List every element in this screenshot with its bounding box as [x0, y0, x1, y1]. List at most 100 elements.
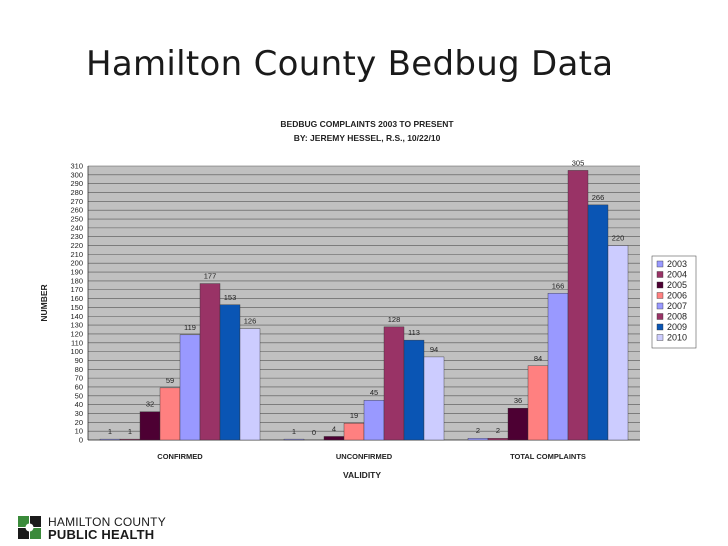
data-label: 126 — [244, 317, 257, 326]
legend-label-2004: 2004 — [667, 270, 687, 280]
y-tick-label: 110 — [71, 338, 83, 347]
bars: 1 1 32 59 119 177 153 126 1 0 4 19 45 128 113 94 2 2 36 84 1… — [99, 158, 629, 441]
y-tick-label: 100 — [70, 347, 83, 356]
bar-2003-2 — [467, 438, 489, 441]
bar-2004-2 — [487, 438, 509, 441]
y-axis-title: NUMBER — [39, 284, 49, 321]
y-tick-label: 60 — [75, 382, 83, 391]
y-tick-label: 310 — [70, 162, 83, 171]
logo-mark-icon — [18, 516, 41, 539]
data-label: 19 — [350, 411, 358, 420]
bar-2010-0 — [239, 328, 261, 441]
data-label: 32 — [146, 400, 154, 409]
y-tick-label: 130 — [70, 321, 83, 330]
bar-2005-0 — [139, 411, 161, 441]
chart-subtitle: BY: JEREMY HESSEL, R.S., 10/22/10 — [294, 133, 441, 143]
legend-swatch-2006 — [656, 292, 664, 299]
x-category-labels: CONFIRMED UNCONFIRMED TOTAL COMPLAINTS — [157, 452, 586, 461]
legend-swatch-2010 — [656, 334, 664, 341]
y-tick-label: 220 — [70, 241, 83, 250]
legend-label-2005: 2005 — [667, 280, 687, 290]
bar-2005-2 — [507, 407, 529, 441]
bar-2003-0 — [99, 438, 121, 441]
y-tick-label: 40 — [75, 400, 83, 409]
legend-swatch-2009 — [656, 323, 664, 331]
y-tick-label: 230 — [70, 232, 83, 241]
legend-swatch-2003 — [656, 260, 664, 268]
data-label: 266 — [592, 193, 605, 202]
logo-text-line1: HAMILTON COUNTY — [48, 515, 166, 529]
y-tick-label: 140 — [70, 312, 83, 321]
bar-2006-1 — [343, 423, 365, 441]
y-tick-label: 150 — [70, 303, 83, 312]
bar-2009-2 — [587, 204, 609, 441]
legend-label-2008: 2008 — [667, 312, 687, 322]
legend-swatch-2005 — [656, 281, 664, 289]
bar-2007-0 — [179, 334, 201, 441]
y-tick-label: 200 — [70, 259, 83, 268]
data-label: 128 — [388, 315, 401, 324]
bar-2008-0 — [199, 283, 221, 441]
bar-2010-2 — [607, 245, 629, 441]
y-tick-label: 190 — [70, 268, 83, 277]
data-label: 1 — [128, 427, 132, 436]
y-tick-label: 180 — [70, 276, 83, 285]
y-tick-label: 260 — [70, 206, 83, 215]
bar-2008-1 — [383, 326, 405, 441]
data-label: 59 — [166, 376, 174, 385]
y-tick-label: 70 — [75, 374, 83, 383]
hamilton-county-logo: HAMILTON COUNTY PUBLIC HEALTH — [18, 514, 178, 542]
y-tick-label: 90 — [75, 356, 83, 365]
data-label: 0 — [312, 428, 316, 437]
x-category-label: UNCONFIRMED — [336, 452, 393, 461]
data-label: 4 — [332, 424, 336, 433]
bar-2005-1 — [323, 436, 345, 441]
legend-label-2009: 2009 — [667, 322, 687, 332]
y-tick-label: 20 — [75, 418, 83, 427]
x-category-label: CONFIRMED — [157, 452, 203, 461]
bar-2007-1 — [363, 400, 385, 441]
x-axis-title: VALIDITY — [343, 470, 381, 480]
bar-2010-1 — [423, 356, 445, 441]
y-tick-label: 120 — [70, 329, 83, 338]
y-tick-label: 160 — [70, 294, 83, 303]
data-label: 84 — [534, 354, 542, 363]
bar-2003-1 — [283, 438, 305, 441]
data-label: 177 — [204, 272, 217, 281]
legend-label-2006: 2006 — [667, 291, 687, 301]
data-label: 220 — [612, 234, 625, 243]
bar-2006-0 — [159, 387, 181, 441]
data-label: 113 — [408, 328, 420, 337]
y-tick-label: 290 — [70, 179, 83, 188]
data-label: 166 — [552, 281, 565, 290]
data-label: 1 — [292, 427, 296, 436]
bar-2006-2 — [527, 365, 549, 441]
y-tick-label: 280 — [70, 188, 83, 197]
y-tick-label: 0 — [79, 436, 83, 445]
bar-2004-0 — [119, 438, 141, 441]
data-label: 305 — [572, 158, 585, 167]
legend-swatch-2008 — [656, 313, 664, 320]
legend-swatch-2004 — [656, 271, 664, 278]
y-tick-label: 300 — [70, 170, 83, 179]
data-label: 2 — [476, 426, 480, 435]
data-label: 153 — [224, 293, 237, 302]
bar-2007-2 — [547, 293, 569, 441]
legend-swatch-2007 — [656, 302, 664, 310]
y-tick-label: 250 — [70, 215, 83, 224]
y-tick-labels: 0102030405060708090100110120130140150160… — [70, 162, 83, 445]
data-label: 94 — [430, 345, 438, 354]
data-label: 2 — [496, 426, 500, 435]
y-tick-label: 240 — [70, 223, 83, 232]
y-tick-label: 270 — [70, 197, 83, 206]
y-tick-label: 80 — [75, 365, 83, 374]
y-tick-label: 30 — [75, 409, 83, 418]
data-label: 119 — [184, 323, 196, 332]
logo-text-line2: PUBLIC HEALTH — [48, 527, 155, 542]
slide-title: Hamilton County Bedbug Data — [86, 44, 614, 84]
y-tick-label: 50 — [75, 391, 83, 400]
data-label: 36 — [514, 396, 522, 405]
legend-label-2003: 2003 — [667, 259, 687, 269]
